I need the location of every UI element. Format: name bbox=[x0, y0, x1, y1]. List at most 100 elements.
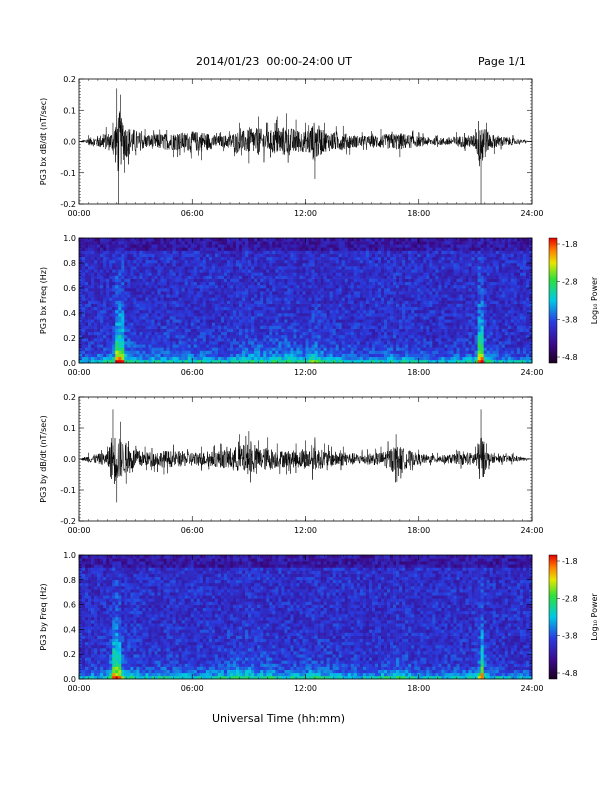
heatmap-cell bbox=[82, 344, 86, 348]
heatmap-cell bbox=[338, 303, 343, 308]
heatmap-cell bbox=[296, 275, 300, 279]
heatmap-cell bbox=[263, 353, 267, 358]
heatmap-cell bbox=[145, 244, 149, 248]
heatmap-cell bbox=[278, 300, 282, 304]
heatmap-cell bbox=[127, 241, 131, 245]
heatmap-cell bbox=[208, 341, 213, 345]
heatmap-cell bbox=[371, 294, 376, 298]
heatmap-cell bbox=[151, 353, 155, 358]
heatmap-cell bbox=[124, 281, 128, 286]
heatmap-cell bbox=[317, 284, 321, 289]
heatmap-cell bbox=[260, 350, 264, 354]
heatmap-cell bbox=[178, 341, 182, 345]
heatmap-cell bbox=[88, 356, 92, 361]
heatmap-cell bbox=[172, 350, 176, 354]
heatmap-cell bbox=[338, 353, 343, 358]
heatmap-cell bbox=[311, 350, 315, 354]
heatmap-cell bbox=[296, 278, 300, 283]
heatmap-cell bbox=[139, 325, 143, 329]
heatmap-cell bbox=[157, 344, 161, 348]
heatmap-cell bbox=[187, 281, 192, 286]
heatmap-cell bbox=[356, 250, 361, 254]
heatmap-cell bbox=[432, 319, 436, 323]
heatmap-cell bbox=[118, 247, 122, 251]
heatmap-cell bbox=[148, 338, 152, 342]
heatmap-cell bbox=[414, 328, 418, 333]
heatmap-cell bbox=[103, 291, 107, 295]
heatmap-cell bbox=[323, 297, 327, 301]
heatmap-cell bbox=[435, 353, 439, 358]
heatmap-cell bbox=[88, 288, 92, 292]
heatmap-cell bbox=[242, 303, 246, 308]
heatmap-cell bbox=[384, 288, 388, 292]
heatmap-cell bbox=[157, 259, 161, 264]
heatmap-cell bbox=[296, 288, 300, 292]
heatmap-cell bbox=[341, 328, 346, 333]
heatmap-cell bbox=[239, 359, 243, 364]
heatmap-cell bbox=[184, 297, 189, 301]
heatmap-cell bbox=[368, 338, 373, 342]
heatmap-cell bbox=[387, 359, 391, 364]
heatmap-cell bbox=[399, 325, 403, 329]
heatmap-cell bbox=[160, 284, 164, 289]
heatmap-cell bbox=[112, 325, 116, 329]
heatmap-cell bbox=[323, 272, 327, 276]
heatmap-cell bbox=[305, 263, 309, 267]
heatmap-cell bbox=[326, 356, 330, 361]
heatmap-cell bbox=[208, 241, 213, 245]
heatmap-cell bbox=[217, 322, 222, 326]
heatmap-cell bbox=[205, 344, 210, 348]
heatmap-cell bbox=[226, 325, 231, 329]
heatmap-cell bbox=[214, 322, 219, 326]
heatmap-cell bbox=[85, 238, 89, 242]
heatmap-cell bbox=[374, 247, 379, 251]
heatmap-cell bbox=[347, 284, 352, 289]
heatmap-cell bbox=[284, 350, 288, 354]
heatmap-cell bbox=[347, 250, 352, 254]
heatmap-cell bbox=[353, 284, 358, 289]
heatmap-cell bbox=[299, 319, 303, 323]
heatmap-cell bbox=[314, 288, 318, 292]
heatmap-cell bbox=[341, 256, 346, 261]
heatmap-cell bbox=[169, 275, 173, 279]
heatmap-cell bbox=[374, 291, 379, 295]
heatmap-cell bbox=[154, 300, 158, 304]
heatmap-cell bbox=[359, 322, 364, 326]
heatmap-cell bbox=[245, 281, 249, 286]
heatmap-cell bbox=[82, 322, 86, 326]
heatmap-cell bbox=[356, 300, 361, 304]
heatmap-cell bbox=[287, 328, 291, 333]
heatmap-cell bbox=[405, 297, 409, 301]
heatmap-cell bbox=[266, 288, 270, 292]
heatmap-cell bbox=[353, 272, 358, 276]
heatmap-cell bbox=[293, 309, 297, 314]
heatmap-cell bbox=[402, 284, 406, 289]
heatmap-cell bbox=[172, 334, 176, 339]
heatmap-cell bbox=[317, 288, 321, 292]
heatmap-cell bbox=[154, 253, 158, 258]
heatmap-cell bbox=[402, 253, 406, 258]
heatmap-cell bbox=[435, 316, 439, 320]
heatmap-cell bbox=[311, 272, 315, 276]
heatmap-cell bbox=[272, 338, 276, 342]
heatmap-cell bbox=[220, 250, 225, 254]
heatmap-cell bbox=[139, 272, 143, 276]
heatmap-cell bbox=[396, 334, 400, 339]
heatmap-cell bbox=[236, 281, 240, 286]
heatmap-cell bbox=[181, 291, 185, 295]
heatmap-cell bbox=[302, 247, 306, 251]
heatmap-cell bbox=[408, 334, 412, 339]
heatmap-cell bbox=[353, 359, 358, 364]
heatmap-cell bbox=[205, 341, 210, 345]
heatmap-cell bbox=[230, 338, 234, 342]
heatmap-cell bbox=[347, 309, 352, 314]
heatmap-cell bbox=[299, 241, 303, 245]
heatmap-cell bbox=[208, 350, 213, 354]
heatmap-cell bbox=[335, 250, 340, 254]
heatmap-cell bbox=[239, 331, 243, 336]
heatmap-cell bbox=[199, 288, 204, 292]
heatmap-cell bbox=[230, 297, 234, 301]
heatmap-cell bbox=[208, 297, 213, 301]
heatmap-cell bbox=[127, 303, 131, 308]
heatmap-cell bbox=[414, 334, 418, 339]
